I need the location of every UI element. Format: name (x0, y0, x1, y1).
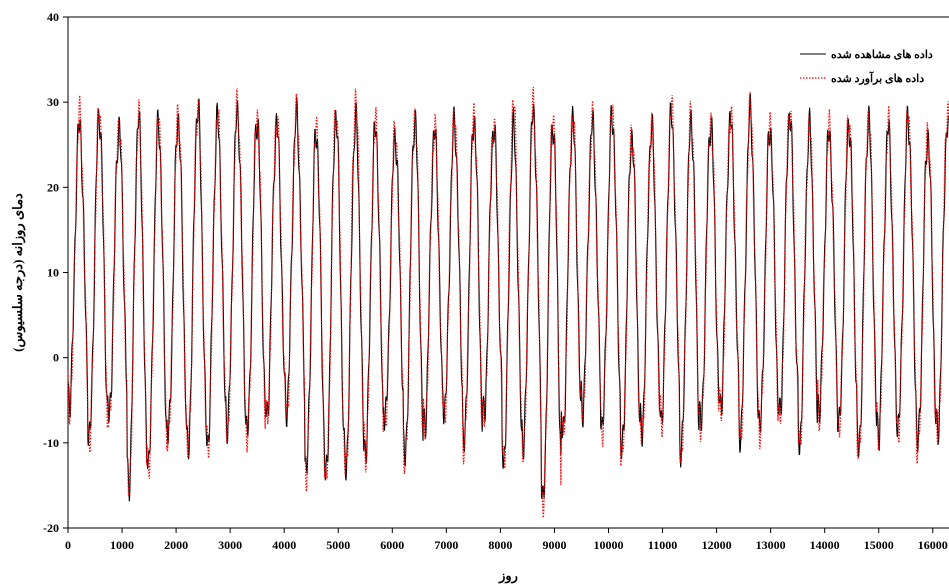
x-tick-label: 11000 (648, 538, 677, 552)
y-tick-label: 20 (47, 180, 59, 194)
x-tick-label: 9000 (542, 538, 566, 552)
y-tick-label: -20 (43, 521, 59, 535)
estimated-series-line (67, 86, 949, 518)
x-tick-label: 4000 (272, 538, 296, 552)
x-tick-label: 14000 (810, 538, 840, 552)
x-tick-label: 2000 (164, 538, 188, 552)
series-layer (67, 86, 949, 518)
y-ticks: -20 -10 0 10 20 30 40 (43, 10, 68, 535)
y-tick-label: 40 (47, 10, 59, 24)
y-axis-title: دمای روزانه (درجه سلسیوس) (10, 193, 26, 352)
x-tick-label: 3000 (218, 538, 242, 552)
y-tick-label: 10 (47, 266, 59, 280)
x-tick-label: 12000 (702, 538, 732, 552)
legend-estimated-label: داده های برآورد شده (831, 71, 924, 85)
y-tick-label: 30 (47, 95, 59, 109)
x-axis-title: روز (498, 568, 518, 584)
y-tick-label: -10 (43, 436, 59, 450)
x-tick-label: 6000 (380, 538, 404, 552)
x-tick-label: 15000 (864, 538, 894, 552)
y-tick-label: 0 (53, 351, 59, 365)
observed-series-line (67, 93, 949, 502)
x-tick-label: 1000 (110, 538, 134, 552)
x-tick-label: 0 (65, 538, 71, 552)
x-tick-label: 5000 (326, 538, 350, 552)
x-ticks: 0 1000 2000 3000 4000 5000 6000 7000 8000 9000 100… (65, 528, 948, 552)
x-tick-label: 7000 (434, 538, 458, 552)
x-tick-label: 13000 (756, 538, 786, 552)
legend: داده های مشاهده شده داده های برآورد شده (800, 49, 933, 85)
x-tick-label: 10000 (593, 538, 623, 552)
x-tick-label: 16000 (918, 538, 948, 552)
legend-observed-label: داده های مشاهده شده (831, 49, 933, 61)
x-tick-label: 8000 (488, 538, 512, 552)
